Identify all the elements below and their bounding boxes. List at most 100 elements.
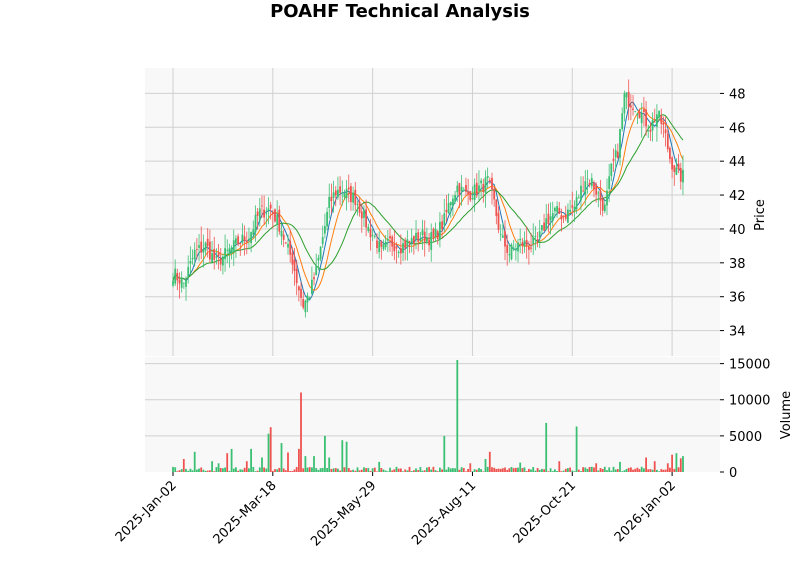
candle-body <box>554 207 556 212</box>
candle-body <box>430 232 433 250</box>
candle-body <box>619 128 621 158</box>
volume-bar <box>180 469 183 472</box>
date-tick-label: 2025-Mar-18 <box>211 478 280 547</box>
ma-mid-line <box>172 107 684 291</box>
candle-body <box>636 113 639 116</box>
volume-bar <box>334 468 337 472</box>
volume-bar <box>517 467 519 472</box>
volume-bar <box>289 471 292 472</box>
volume-bar <box>222 468 224 472</box>
candle-body <box>182 282 185 284</box>
volume-bar <box>677 467 680 472</box>
candle-body <box>326 211 328 227</box>
volume-bar <box>608 467 611 472</box>
candlesticks <box>172 79 684 318</box>
volume-bar <box>228 471 231 472</box>
volume-bar <box>193 451 196 472</box>
volume-bar <box>462 468 465 472</box>
candle-body <box>365 209 367 228</box>
candle-body <box>402 243 404 253</box>
volume-bar <box>345 441 348 472</box>
candle-body <box>491 177 493 190</box>
candle-body <box>582 190 584 192</box>
candle-body <box>328 196 331 208</box>
candle-body <box>534 236 537 237</box>
candle-body <box>623 93 626 114</box>
volume-bar <box>263 467 265 472</box>
volume-bar <box>497 468 500 472</box>
candle-body <box>350 186 352 203</box>
candle-body <box>486 176 489 178</box>
volume-bar <box>174 467 177 472</box>
volume-bar <box>421 470 424 472</box>
candle-body <box>274 209 276 222</box>
candle-body <box>445 209 448 213</box>
candle-body <box>465 185 467 192</box>
candle-body <box>469 191 472 201</box>
candle-body <box>653 121 656 123</box>
volume-bar <box>284 470 287 472</box>
volume-bar <box>443 435 446 472</box>
volume-bar <box>571 470 574 472</box>
candle-body <box>651 120 654 131</box>
candle-body <box>215 256 218 258</box>
volume-bar <box>521 468 524 472</box>
candle-body <box>647 130 650 131</box>
volume-bar <box>491 467 493 472</box>
candle-body <box>313 277 315 280</box>
candle-body <box>376 240 378 248</box>
candle-body <box>530 247 532 249</box>
candle-body <box>226 249 229 251</box>
volume-bar <box>428 466 430 472</box>
candle-body <box>356 204 359 206</box>
volume-bar <box>215 467 218 472</box>
candle-body <box>508 254 511 256</box>
volume-bar <box>196 469 198 472</box>
candle-body <box>528 246 530 250</box>
volume-bar <box>243 467 246 472</box>
candle-body <box>248 238 250 241</box>
volume-bar <box>593 467 595 472</box>
price-tick-label: 44 <box>729 155 746 170</box>
volume-bar <box>395 466 398 472</box>
candle-body <box>475 182 478 196</box>
candle-body <box>293 259 296 271</box>
volume-bar <box>666 463 669 472</box>
candle-body <box>586 178 589 180</box>
volume-bar <box>391 470 394 472</box>
price-tick-label: 48 <box>729 87 746 102</box>
candle-body <box>334 190 337 196</box>
candle-body <box>575 197 578 209</box>
candle-body <box>679 168 682 182</box>
volume-bar <box>603 466 606 472</box>
candle-body <box>614 150 617 158</box>
date-tick-label: 2025-Aug-11 <box>409 478 479 548</box>
volume-bar <box>621 471 624 472</box>
candle-body <box>428 239 430 246</box>
volume-bar <box>185 468 187 472</box>
volume-bar <box>252 467 255 472</box>
candle-body <box>562 216 565 217</box>
candle-body <box>204 242 207 251</box>
volume-bar <box>430 469 433 472</box>
candle-body <box>386 238 389 241</box>
candle-body <box>443 213 446 225</box>
candle-body <box>206 238 209 247</box>
volume-bar <box>209 470 211 472</box>
candle-body <box>317 257 320 261</box>
volume-bar <box>306 467 309 472</box>
volume-bar <box>341 440 344 472</box>
volume-bar <box>350 470 352 472</box>
candle-body <box>339 186 341 193</box>
candle-body <box>330 196 333 202</box>
volume-bar <box>239 469 242 472</box>
candle-body <box>512 247 515 250</box>
volume-bar <box>406 470 409 472</box>
candle-body <box>241 234 244 243</box>
candle-body <box>441 221 443 229</box>
volume-bar <box>358 470 361 472</box>
candle-body <box>189 261 192 264</box>
candle-body <box>382 244 385 250</box>
volume-bar <box>664 469 667 472</box>
volume-bar <box>176 471 179 472</box>
